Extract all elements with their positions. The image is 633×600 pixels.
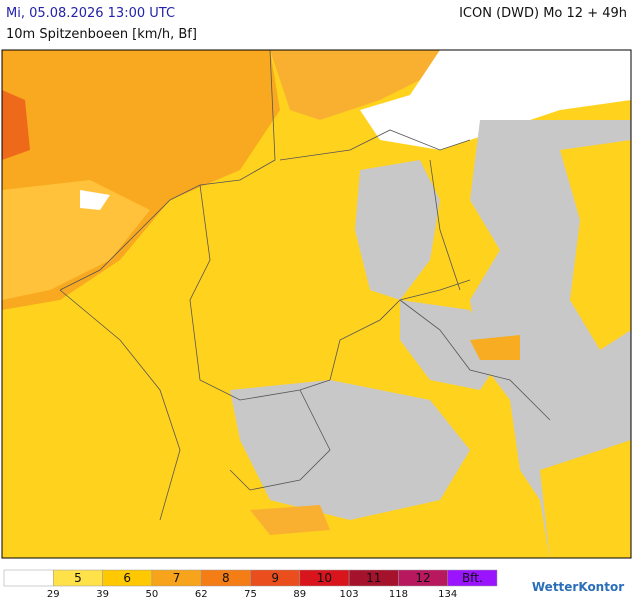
legend-bf-label: 5	[74, 571, 82, 585]
legend-kmh-label: 118	[389, 589, 408, 600]
map-frame	[1, 49, 632, 559]
legend-bf-label: 6	[123, 571, 131, 585]
legend-bf-label: 8	[222, 571, 230, 585]
legend-bf-label: 12	[415, 571, 430, 585]
legend: 5 6 7 8 9 10 11 12 Bft.29 39 50 62 75 89 103 118 134	[3, 569, 498, 600]
legend-kmh-label: 62	[195, 589, 208, 600]
legend-kmh-label: 29	[47, 589, 60, 600]
legend-bf-label: 10	[317, 571, 332, 585]
subtitle: 10m Spitzenboeen [km/h, Bf]	[6, 27, 197, 42]
brand: WetterKontor	[532, 580, 624, 594]
legend-bf-label: 9	[271, 571, 279, 585]
legend-kmh-label: 134	[438, 589, 457, 600]
legend-bf-label: 11	[366, 571, 381, 585]
legend-kmh-label: 50	[146, 589, 159, 600]
legend-box	[3, 569, 54, 587]
legend-kmh-label: 89	[293, 589, 306, 600]
legend-kmh-label: 39	[96, 589, 109, 600]
legend-bf-label: 7	[173, 571, 181, 585]
title: Mi, 05.08.2026 13:00 UTC	[6, 6, 176, 21]
model-run: ICON (DWD) Mo 12 + 49h	[459, 6, 627, 21]
legend-bf-label: Bft.	[462, 571, 483, 585]
map-field	[2, 50, 631, 558]
legend-kmh-label: 75	[244, 589, 257, 600]
legend-kmh-label: 103	[340, 589, 359, 600]
legend-box	[447, 569, 498, 587]
